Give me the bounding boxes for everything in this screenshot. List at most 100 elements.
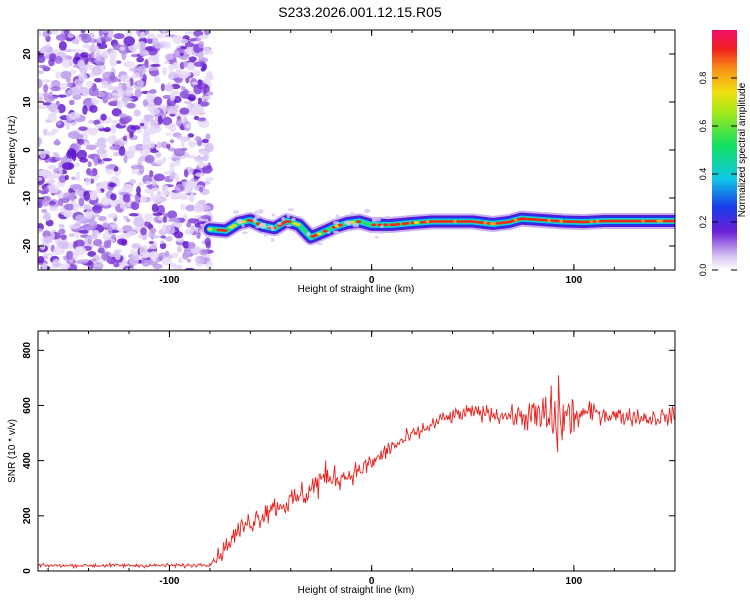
noise-speckle bbox=[201, 95, 212, 100]
spectrogram-y-ticks: -20 -10 0 10 20 bbox=[22, 48, 675, 253]
noise-speckle bbox=[96, 148, 108, 155]
minor-ticks bbox=[47, 331, 656, 571]
noise-speckle bbox=[102, 157, 113, 162]
noise-speckle bbox=[53, 247, 65, 256]
noise-speckle bbox=[202, 88, 207, 95]
noise-speckle bbox=[150, 187, 160, 192]
noise-speckle bbox=[148, 240, 154, 245]
noise-speckle bbox=[93, 189, 102, 194]
ridge-speckle bbox=[236, 218, 243, 224]
noise-speckle bbox=[58, 223, 65, 228]
noise-speckle bbox=[192, 70, 201, 77]
ridge-core bbox=[222, 229, 228, 232]
noise-speckle bbox=[139, 195, 147, 204]
noise-speckle bbox=[134, 195, 140, 204]
noise-speckle bbox=[77, 138, 85, 145]
noise-speckle bbox=[165, 224, 170, 234]
noise-speckle bbox=[197, 51, 204, 60]
ridge-core bbox=[207, 227, 213, 231]
noise-speckle bbox=[79, 134, 84, 138]
noise-speckle bbox=[156, 204, 165, 215]
noise-speckle bbox=[108, 213, 118, 219]
noise-speckle bbox=[185, 123, 191, 129]
noise-speckle bbox=[58, 175, 67, 183]
noise-speckle bbox=[110, 193, 117, 201]
noise-speckle bbox=[156, 33, 165, 39]
noise-speckle bbox=[51, 30, 59, 35]
ridge-speckle bbox=[291, 217, 296, 222]
noise-speckle bbox=[140, 227, 147, 236]
noise-speckle bbox=[65, 123, 70, 131]
noise-speckle bbox=[169, 195, 181, 200]
y-tick-label: 800 bbox=[22, 342, 33, 359]
noise-speckle bbox=[69, 87, 80, 96]
noise-speckle bbox=[184, 228, 195, 235]
noise-speckle bbox=[93, 156, 99, 166]
noise-speckle bbox=[118, 113, 127, 118]
noise-speckle bbox=[74, 162, 80, 168]
noise-speckle bbox=[87, 251, 97, 257]
noise-speckle bbox=[66, 251, 73, 261]
noise-speckle bbox=[109, 49, 117, 60]
noise-speckle bbox=[126, 152, 135, 159]
noise-speckle bbox=[167, 210, 178, 219]
noise-speckle bbox=[125, 218, 131, 223]
frequency-ridge bbox=[201, 208, 675, 246]
noise-speckle bbox=[183, 169, 189, 178]
noise-speckle bbox=[161, 184, 169, 194]
noise-speckle bbox=[139, 123, 145, 127]
noise-speckle bbox=[199, 186, 204, 193]
noise-speckle bbox=[98, 143, 107, 150]
ridge-core bbox=[395, 222, 401, 226]
noise-speckle bbox=[50, 86, 61, 92]
noise-speckle bbox=[75, 171, 81, 182]
snr-panel: -100 0 100 0 200 400 600 800 Height of straigh… bbox=[7, 330, 676, 596]
snr-y-ticks: 0 200 400 600 800 bbox=[22, 342, 675, 574]
noise-speckle bbox=[161, 30, 167, 33]
noise-speckle bbox=[58, 228, 66, 235]
noise-speckle bbox=[101, 153, 109, 159]
ridge-core bbox=[383, 223, 389, 227]
noise-speckle bbox=[188, 94, 196, 102]
noise-speckle bbox=[123, 115, 133, 123]
noise-speckle bbox=[97, 247, 105, 254]
ridge-speckle bbox=[352, 222, 360, 228]
ridge-core bbox=[322, 229, 328, 233]
noise-speckle bbox=[126, 231, 137, 237]
noise-speckle bbox=[182, 240, 190, 249]
noise-speckle bbox=[129, 249, 137, 255]
ridge-speckle bbox=[241, 231, 249, 235]
x-tick-label: 100 bbox=[566, 576, 583, 587]
noise-speckle bbox=[162, 41, 172, 49]
noise-speckle bbox=[188, 196, 194, 202]
noise-speckle bbox=[38, 70, 44, 75]
noise-speckle bbox=[43, 187, 50, 193]
noise-speckle bbox=[119, 46, 126, 51]
noise-speckle bbox=[194, 222, 201, 228]
noise-speckle bbox=[173, 231, 184, 239]
noise-speckle bbox=[162, 216, 168, 224]
ridge-speckle bbox=[241, 224, 245, 228]
noise-speckle bbox=[90, 52, 95, 59]
noise-speckle bbox=[187, 133, 195, 138]
noise-speckle bbox=[103, 240, 109, 249]
noise-speckle bbox=[108, 182, 117, 188]
noise-speckle bbox=[166, 235, 173, 242]
noise-speckle bbox=[151, 124, 162, 134]
noise-region bbox=[38, 30, 215, 270]
noise-speckle bbox=[82, 105, 88, 115]
noise-speckle bbox=[81, 33, 92, 44]
noise-speckle bbox=[202, 164, 213, 174]
noise-speckle bbox=[146, 91, 152, 102]
noise-speckle bbox=[102, 232, 111, 241]
y-tick-label: 400 bbox=[22, 452, 33, 469]
noise-speckle bbox=[39, 150, 47, 159]
ridge-speckle bbox=[276, 221, 282, 225]
ridge-core bbox=[337, 223, 343, 227]
noise-speckle bbox=[93, 78, 103, 83]
noise-speckle bbox=[179, 185, 184, 191]
noise-speckle bbox=[160, 83, 166, 92]
noise-speckle bbox=[88, 127, 99, 136]
noise-speckle bbox=[130, 201, 140, 211]
noise-speckle bbox=[91, 66, 102, 76]
